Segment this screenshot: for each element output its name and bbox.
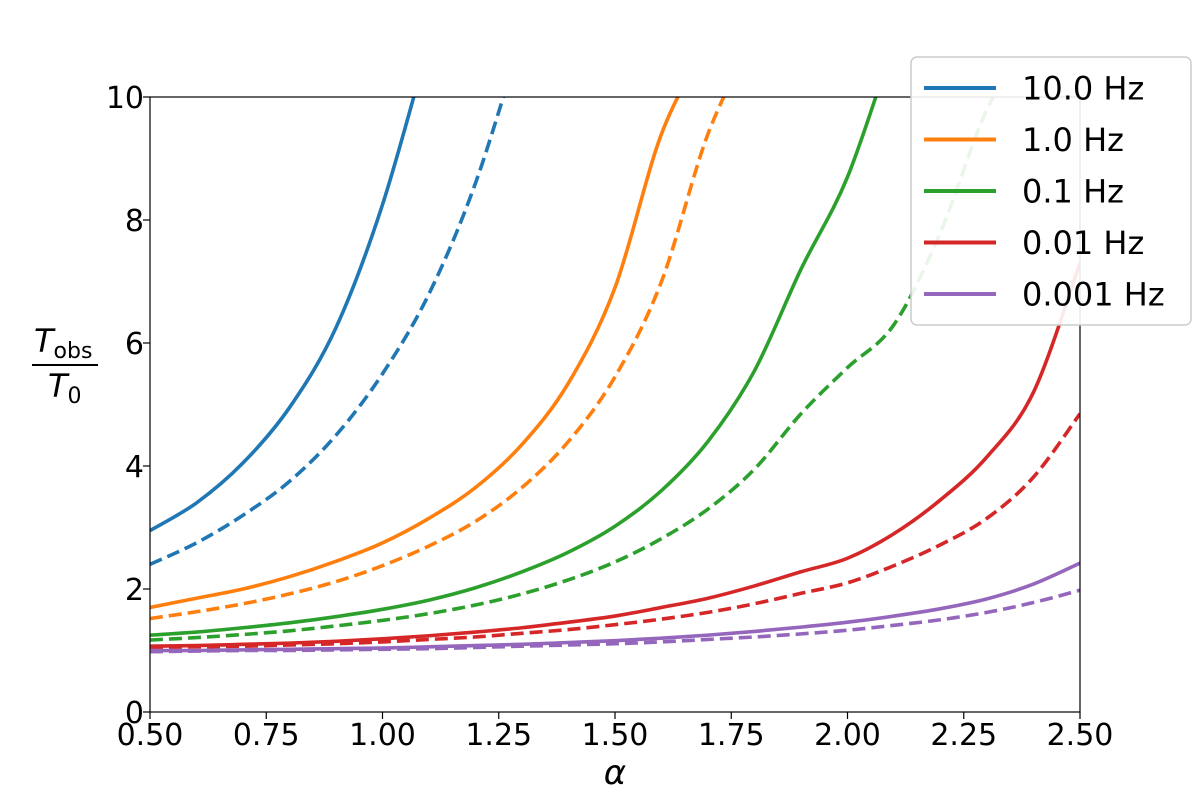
- y-tick-label: 4: [125, 450, 144, 485]
- y-tick-label: 10: [106, 81, 144, 116]
- legend-label: 1.0 Hz: [1022, 121, 1124, 159]
- y-tick-label: 0: [125, 696, 144, 731]
- series-line-0-solid: [150, 97, 416, 533]
- series-line-6-solid: [150, 262, 1080, 648]
- x-tick-label: 1.75: [698, 718, 765, 753]
- legend-label: 10.0 Hz: [1022, 70, 1144, 108]
- legend-label: 0.001 Hz: [1022, 276, 1165, 314]
- x-axis-label: α: [604, 753, 626, 793]
- y-label-numerator-sub: obs: [54, 339, 93, 364]
- y-label-numerator-base: T: [34, 322, 56, 360]
- x-tick-label: 2.25: [930, 718, 997, 753]
- series-layer: [150, 97, 1080, 654]
- x-tick-label: 1.50: [582, 718, 649, 753]
- y-tick-label: 8: [125, 204, 144, 239]
- series-line-4-solid: [150, 97, 878, 637]
- legend-label: 0.1 Hz: [1022, 173, 1124, 211]
- x-tick-label: 1.00: [349, 718, 416, 753]
- y-label-denominator-base: T: [48, 367, 70, 405]
- series-line-9-dashed: [150, 588, 1080, 654]
- legend: 10.0 Hz 1.0 Hz 0.1 Hz 0.01 Hz 0.001 Hz: [910, 56, 1192, 326]
- y-axis-label: Tobs T0: [32, 322, 98, 409]
- y-label-denominator-sub: 0: [68, 384, 82, 409]
- legend-label: 0.01 Hz: [1022, 224, 1144, 262]
- x-axis: 0.50 0.75 1.00 1.25 1.50 1.75 2.00 2.25 2.50: [117, 712, 1114, 753]
- series-line-7-dashed: [150, 412, 1080, 650]
- y-label-numerator: Tobs: [34, 322, 92, 364]
- y-tick-label: 6: [125, 327, 144, 362]
- series-line-3-dashed: [150, 97, 726, 621]
- x-tick-label: 2.00: [814, 718, 881, 753]
- x-tick-label: 1.25: [465, 718, 532, 753]
- y-axis: 0 2 4 6 8 10: [106, 81, 150, 731]
- x-tick-label: 0.50: [117, 718, 184, 753]
- y-label-denominator: T0: [48, 367, 82, 409]
- legend-box: [910, 56, 1192, 326]
- series-line-2-solid: [150, 97, 680, 610]
- x-tick-label: 2.50: [1047, 718, 1114, 753]
- y-tick-label: 2: [125, 573, 144, 608]
- series-line-1-dashed: [150, 97, 506, 567]
- x-tick-label: 0.75: [233, 718, 300, 753]
